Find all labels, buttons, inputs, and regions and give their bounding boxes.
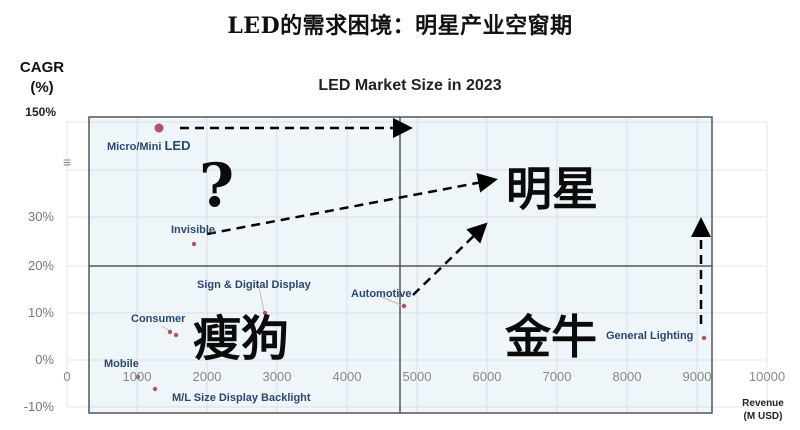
x-axis-label-line2: (M USD) [743,411,783,422]
x-tick-1000: 1000 [122,369,152,384]
point-micro-mini-led [154,123,164,133]
point-ml-backlight [152,386,158,392]
x-tick-8000: 8000 [612,369,642,384]
label-sign-digital: Sign & Digital Display [197,279,311,291]
page-title: LED的需求困境：明星产业空窗期 [227,13,573,39]
label-automotive: Automotive [351,288,412,300]
y-axis-label-line1: CAGR [19,59,65,76]
x-tick-4000: 4000 [332,369,362,384]
label-consumer: Consumer [131,313,186,325]
point-mobile [135,374,141,380]
y-tick-20: 20% [27,258,54,273]
x-tick-10000: 10000 [748,369,786,384]
quadrant-cash-cow: 金牛 [505,310,597,364]
label-mobile: Mobile [104,358,139,370]
quadrant-question-mark: ? [199,151,235,221]
label-invisible: Invisible [171,224,216,236]
x-tick-5000: 5000 [402,369,432,384]
point-consumer-1 [167,329,173,335]
y-tick-0: 0% [35,352,54,367]
point-general-lighting [701,335,707,341]
x-tick-9000: 9000 [682,369,712,384]
quadrant-star: 明星 [506,162,598,216]
chart-title: LED Market Size in 2023 [318,77,502,94]
label-micro-mini-led: Micro/Mini LED [107,138,191,153]
y-tick-30: 30% [27,209,54,224]
y-tick-10: 10% [27,305,54,320]
y-axis-label: CAGR (%) [14,58,70,98]
y-axis-label-line2: (%) [30,79,54,96]
x-axis-label: Revenue (M USD) [733,397,793,423]
x-tick-0: 0 [63,369,71,384]
arrow-invisible-to-star [206,172,498,236]
x-tick-6000: 6000 [472,369,502,384]
point-invisible [191,241,197,247]
axis-break-icon: ≡ [63,154,72,170]
point-automotive [401,303,407,309]
label-ml-backlight: M/L Size Display Backlight [172,392,311,404]
point-consumer-2 [173,332,179,338]
y-tick-neg10: -10% [23,399,54,414]
quadrant-dog: 瘦狗 [193,311,290,367]
x-tick-3000: 3000 [262,369,292,384]
label-general-lighting: General Lighting [606,330,694,342]
point-sign-digital [262,310,268,316]
y-tick-150: 150% [25,105,56,119]
x-tick-2000: 2000 [192,369,222,384]
x-tick-7000: 7000 [542,369,572,384]
arrow-automotive-to-star [412,222,488,296]
x-axis-label-line1: Revenue [742,398,784,409]
